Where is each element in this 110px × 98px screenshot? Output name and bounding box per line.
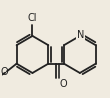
Text: Cl: Cl [28,13,37,23]
Text: N: N [77,30,84,40]
Text: O: O [0,67,8,77]
Text: O: O [59,79,67,89]
